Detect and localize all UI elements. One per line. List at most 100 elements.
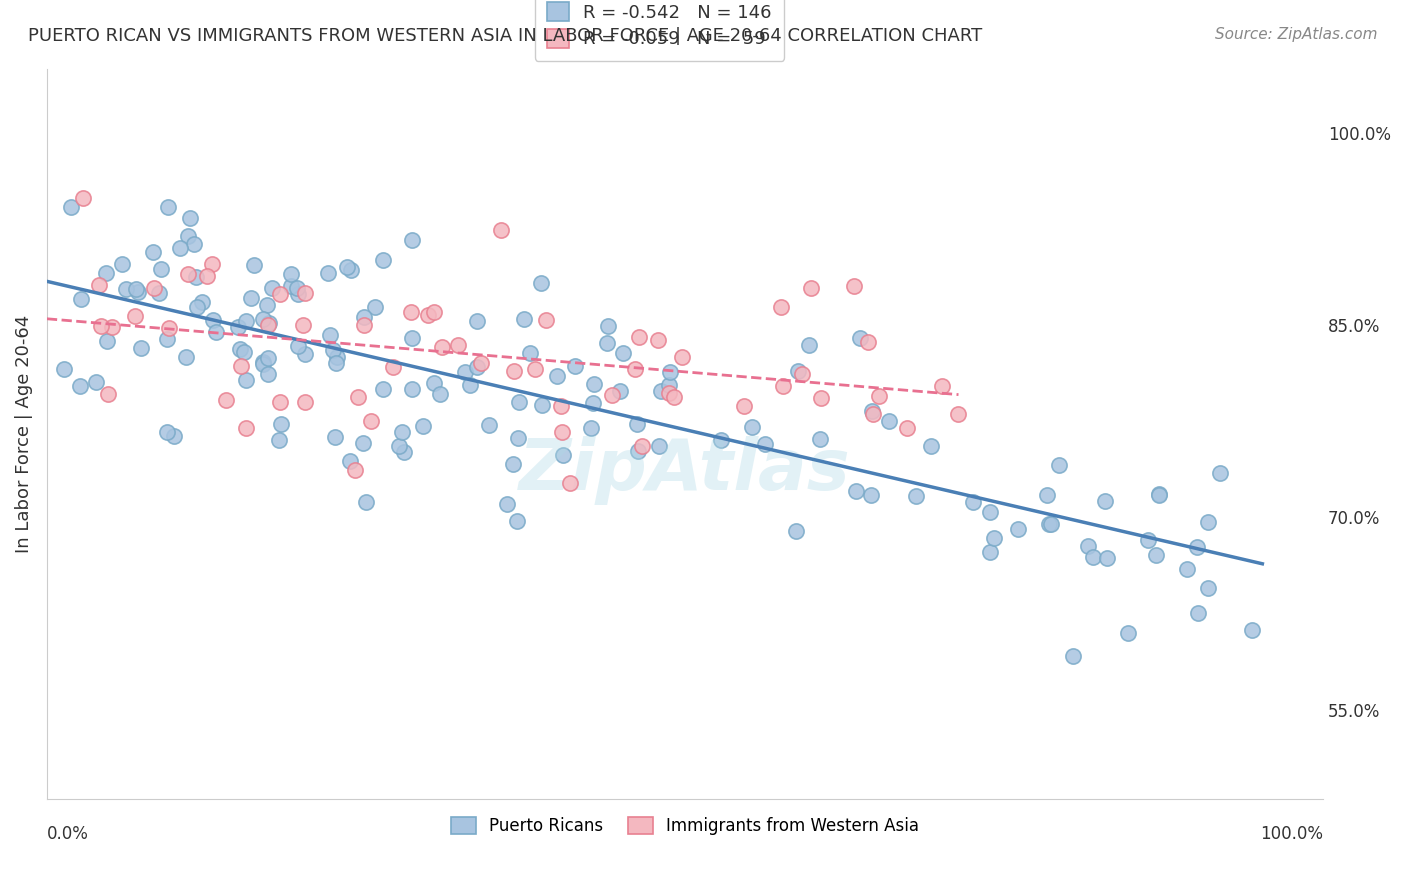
Point <box>1094 494 1116 508</box>
Point <box>962 494 984 508</box>
Point <box>179 211 201 225</box>
Point <box>354 495 377 509</box>
Point <box>360 414 382 428</box>
Point <box>630 439 652 453</box>
Point <box>808 433 831 447</box>
Point <box>536 313 558 327</box>
Point <box>257 367 280 381</box>
Point <box>191 294 214 309</box>
Point <box>70 292 93 306</box>
Point <box>650 384 672 398</box>
Point <box>183 236 205 251</box>
Point <box>546 369 568 384</box>
Point <box>1144 548 1167 562</box>
Point <box>800 281 823 295</box>
Point <box>531 398 554 412</box>
Point <box>792 367 814 381</box>
Point <box>127 285 149 299</box>
Point <box>624 362 647 376</box>
Point <box>1118 626 1140 640</box>
Point <box>233 345 256 359</box>
Point <box>353 310 375 325</box>
Point <box>506 514 529 528</box>
Point <box>1147 487 1170 501</box>
Point <box>115 282 138 296</box>
Point <box>124 282 146 296</box>
Point <box>1187 606 1209 620</box>
Point <box>401 233 423 247</box>
Point <box>491 223 513 237</box>
Point <box>96 266 118 280</box>
Point <box>506 431 529 445</box>
Point <box>519 346 541 360</box>
Point <box>1062 649 1084 664</box>
Point <box>609 384 631 399</box>
Point <box>1077 539 1099 553</box>
Point <box>896 421 918 435</box>
Point <box>877 414 900 428</box>
Point <box>948 407 970 421</box>
Point <box>287 338 309 352</box>
Point <box>318 328 340 343</box>
Point <box>150 261 173 276</box>
Point <box>72 191 94 205</box>
Point <box>1047 458 1070 472</box>
Point <box>1040 516 1063 531</box>
Point <box>363 300 385 314</box>
Text: 100.0%: 100.0% <box>1260 825 1323 843</box>
Point <box>111 257 134 271</box>
Point <box>447 337 470 351</box>
Point <box>205 325 228 339</box>
Point <box>252 357 274 371</box>
Point <box>551 448 574 462</box>
Point <box>353 318 375 332</box>
Point <box>733 399 755 413</box>
Point <box>235 373 257 387</box>
Point <box>90 318 112 333</box>
Point <box>508 394 530 409</box>
Point <box>143 281 166 295</box>
Point <box>810 391 832 405</box>
Point <box>260 280 283 294</box>
Point <box>1137 533 1160 547</box>
Point <box>1097 551 1119 566</box>
Point <box>201 257 224 271</box>
Point <box>550 425 572 439</box>
Point <box>524 362 547 376</box>
Point <box>235 420 257 434</box>
Point <box>174 350 197 364</box>
Point <box>1197 516 1219 530</box>
Point <box>787 364 810 378</box>
Point <box>583 376 606 391</box>
Point <box>862 407 884 421</box>
Point <box>344 463 367 477</box>
Point <box>325 356 347 370</box>
Point <box>530 276 553 290</box>
Point <box>550 399 572 413</box>
Point <box>215 393 238 408</box>
Point <box>769 300 792 314</box>
Point <box>662 390 685 404</box>
Point <box>785 524 807 538</box>
Point <box>799 338 821 352</box>
Point <box>285 281 308 295</box>
Point <box>858 334 880 349</box>
Point <box>478 418 501 433</box>
Point <box>96 334 118 348</box>
Point <box>503 364 526 378</box>
Point <box>142 244 165 259</box>
Point <box>401 305 423 319</box>
Point <box>401 331 423 345</box>
Point <box>564 359 586 373</box>
Point <box>280 267 302 281</box>
Point <box>401 382 423 396</box>
Point <box>256 298 278 312</box>
Point <box>598 319 620 334</box>
Point <box>458 378 481 392</box>
Point <box>979 545 1001 559</box>
Point <box>979 505 1001 519</box>
Point <box>868 389 890 403</box>
Point <box>423 376 446 390</box>
Point <box>339 454 361 468</box>
Point <box>1240 623 1263 637</box>
